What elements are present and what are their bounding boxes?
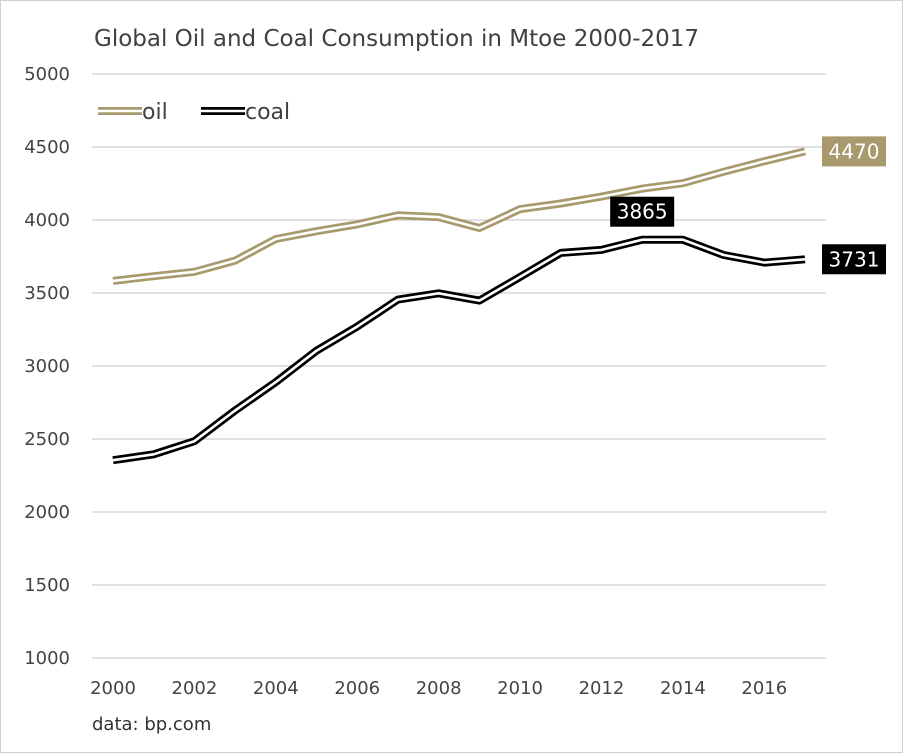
data-source-note: data: bp.com [92,714,212,735]
data-label-coal-2013: 3865 [617,200,668,224]
y-tick-label: 2500 [24,429,70,450]
series-line-coal [112,235,806,465]
y-tick-label: 1000 [24,648,70,669]
y-tick-label: 3000 [24,356,70,377]
y-tick-label: 4500 [24,137,70,158]
y-tick-label: 1500 [24,575,70,596]
y-tick-label: 4000 [24,210,70,231]
series-line-core-coal [112,238,806,462]
x-axis-ticks: 2000 2002 2004 2006 2008 2010 2012 2014 2016 [90,678,787,699]
data-labels: 3865 4470 3731 [610,136,886,275]
data-label-bg [610,196,675,227]
x-tick-label: 2004 [253,678,299,699]
x-tick-label: 2002 [172,678,218,699]
legend: oil coal [98,100,290,125]
x-tick-label: 2014 [660,678,706,699]
y-tick-label: 3500 [24,283,70,304]
chart-title: Global Oil and Coal Consumption in Mtoe … [94,26,700,52]
x-tick-label: 2010 [497,678,543,699]
x-tick-label: 2012 [579,678,625,699]
y-tick-label: 5000 [24,64,70,85]
series-lines [112,147,806,465]
data-label-bg [822,136,886,167]
data-label-coal-2017: 3731 [829,247,880,271]
series-line-oil [112,147,806,285]
data-label-bg [822,244,886,275]
x-tick-label: 2000 [90,678,136,699]
x-tick-label: 2016 [741,678,787,699]
x-tick-label: 2008 [416,678,462,699]
y-axis-ticks: 1000 1500 2000 2500 3000 3500 4000 4500 5000 [24,64,70,669]
x-tick-label: 2006 [334,678,380,699]
series-line-core-oil [112,150,806,283]
gridlines [92,73,826,659]
legend-label-coal: coal [245,100,290,125]
data-label-oil-2017: 4470 [829,139,880,163]
legend-label-oil: oil [142,100,168,125]
y-tick-label: 2000 [24,502,70,523]
